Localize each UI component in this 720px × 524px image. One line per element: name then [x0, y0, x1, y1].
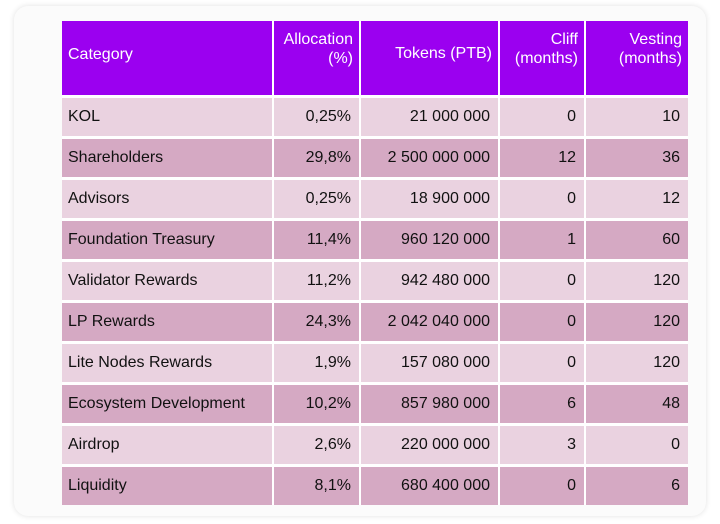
- table-row: Liquidity 8,1% 680 400 000 0 6: [62, 464, 688, 505]
- cell-tokens: 960 120 000: [360, 218, 500, 261]
- cell-cliff: 3: [499, 423, 586, 466]
- header-vesting: Vesting (months): [585, 21, 688, 97]
- table-row: LP Rewards 24,3% 2 042 040 000 0 120: [62, 300, 688, 343]
- cell-allocation: 29,8%: [273, 136, 361, 179]
- cell-tokens: 680 400 000: [360, 464, 500, 505]
- cell-allocation: 1,9%: [273, 341, 361, 384]
- cell-cliff: 0: [499, 300, 586, 343]
- cell-category: LP Rewards: [62, 300, 274, 343]
- cell-allocation: 11,4%: [273, 218, 361, 261]
- cell-cliff: 1: [499, 218, 586, 261]
- cell-allocation: 0,25%: [273, 177, 361, 220]
- cell-cliff: 0: [499, 177, 586, 220]
- cell-tokens: 2 042 040 000: [360, 300, 500, 343]
- cell-tokens: 18 900 000: [360, 177, 500, 220]
- cell-allocation: 2,6%: [273, 423, 361, 466]
- cell-tokens: 2 500 000 000: [360, 136, 500, 179]
- table-header-row: Category Allocation (%) Tokens (PTB) Clif…: [62, 21, 688, 97]
- cell-allocation: 8,1%: [273, 464, 361, 505]
- cell-cliff: 0: [499, 341, 586, 384]
- cell-cliff: 0: [499, 259, 586, 302]
- cell-category: Shareholders: [62, 136, 274, 179]
- header-cliff: Cliff (months): [499, 21, 586, 97]
- cell-cliff: 12: [499, 136, 586, 179]
- cell-tokens: 157 080 000: [360, 341, 500, 384]
- cell-vesting: 10: [585, 95, 688, 138]
- cell-tokens: 220 000 000: [360, 423, 500, 466]
- cell-category: KOL: [62, 95, 274, 138]
- cell-vesting: 48: [585, 382, 688, 425]
- table-row: Shareholders 29,8% 2 500 000 000 12 36: [62, 136, 688, 179]
- header-tokens: Tokens (PTB): [360, 21, 500, 97]
- cell-vesting: 60: [585, 218, 688, 261]
- cell-vesting: 6: [585, 464, 688, 505]
- cell-category: Foundation Treasury: [62, 218, 274, 261]
- table-row: KOL 0,25% 21 000 000 0 10: [62, 95, 688, 138]
- table-row: Validator Rewards 11,2% 942 480 000 0 120: [62, 259, 688, 302]
- cell-vesting: 0: [585, 423, 688, 466]
- cell-tokens: 21 000 000: [360, 95, 500, 138]
- table-row: Lite Nodes Rewards 1,9% 157 080 000 0 120: [62, 341, 688, 384]
- cell-vesting: 120: [585, 341, 688, 384]
- cell-vesting: 120: [585, 300, 688, 343]
- cell-category: Validator Rewards: [62, 259, 274, 302]
- cell-category: Liquidity: [62, 464, 274, 505]
- table-row: Ecosystem Development 10,2% 857 980 000 6 48: [62, 382, 688, 425]
- cell-allocation: 11,2%: [273, 259, 361, 302]
- cell-allocation: 0,25%: [273, 95, 361, 138]
- table-body: KOL 0,25% 21 000 000 0 10 Shareholders 29,8% 2 …: [62, 95, 688, 505]
- cell-allocation: 10,2%: [273, 382, 361, 425]
- cell-cliff: 0: [499, 464, 586, 505]
- cell-vesting: 12: [585, 177, 688, 220]
- header-category: Category: [62, 21, 274, 97]
- cell-vesting: 120: [585, 259, 688, 302]
- cell-category: Lite Nodes Rewards: [62, 341, 274, 384]
- cell-cliff: 6: [499, 382, 586, 425]
- cell-tokens: 942 480 000: [360, 259, 500, 302]
- header-allocation: Allocation (%): [273, 21, 361, 97]
- table-row: Foundation Treasury 11,4% 960 120 000 1 60: [62, 218, 688, 261]
- table-card: Category Allocation (%) Tokens (PTB) Clif…: [14, 6, 706, 516]
- cell-allocation: 24,3%: [273, 300, 361, 343]
- cell-category: Airdrop: [62, 423, 274, 466]
- table-row: Advisors 0,25% 18 900 000 0 12: [62, 177, 688, 220]
- cell-category: Advisors: [62, 177, 274, 220]
- allocation-table: Category Allocation (%) Tokens (PTB) Clif…: [62, 21, 688, 505]
- cell-tokens: 857 980 000: [360, 382, 500, 425]
- cell-category: Ecosystem Development: [62, 382, 274, 425]
- cell-cliff: 0: [499, 95, 586, 138]
- table-row: Airdrop 2,6% 220 000 000 3 0: [62, 423, 688, 466]
- cell-vesting: 36: [585, 136, 688, 179]
